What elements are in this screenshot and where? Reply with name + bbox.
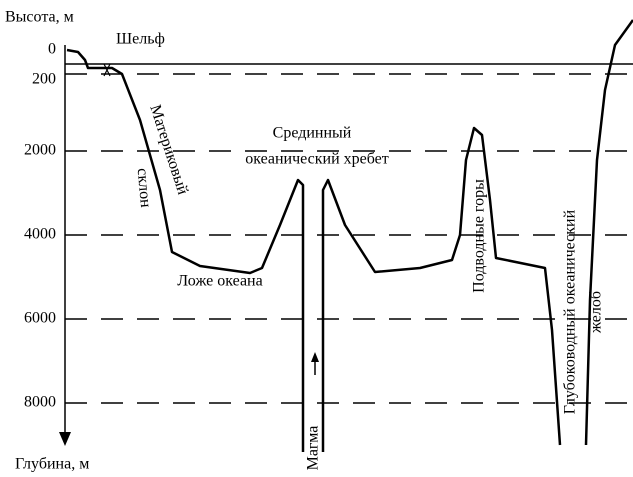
tick-label: 2000 — [24, 142, 56, 159]
magma-arrow-head — [311, 352, 319, 362]
trench-label: Глубоководный океанический — [562, 209, 579, 414]
slope-label: склон — [134, 168, 154, 209]
magma-label: Магма — [305, 426, 322, 471]
ridge-label: океанический хребет — [245, 151, 389, 168]
tick-label: 8000 — [24, 394, 56, 411]
profile — [66, 19, 633, 452]
top-axis-label: Высота, м — [5, 9, 74, 26]
shelf-pointer — [103, 63, 111, 77]
axis-arrow — [59, 432, 71, 446]
bottom-axis-label: Глубина, м — [15, 456, 89, 473]
trench-label: желоб — [588, 291, 605, 334]
tick-label: 0 — [48, 41, 56, 58]
ridge-label: Срединный — [273, 125, 352, 142]
tick-label: 6000 — [24, 310, 56, 327]
tick-label: 4000 — [24, 226, 56, 243]
depth-lines — [65, 73, 633, 404]
tick-label: 200 — [32, 71, 56, 88]
floor-label: Ложе океана — [177, 273, 262, 290]
seamounts-label: Подводные горы — [471, 179, 488, 293]
shelf-label: Шельф — [116, 31, 165, 48]
slope-label: Материковый — [146, 103, 191, 197]
